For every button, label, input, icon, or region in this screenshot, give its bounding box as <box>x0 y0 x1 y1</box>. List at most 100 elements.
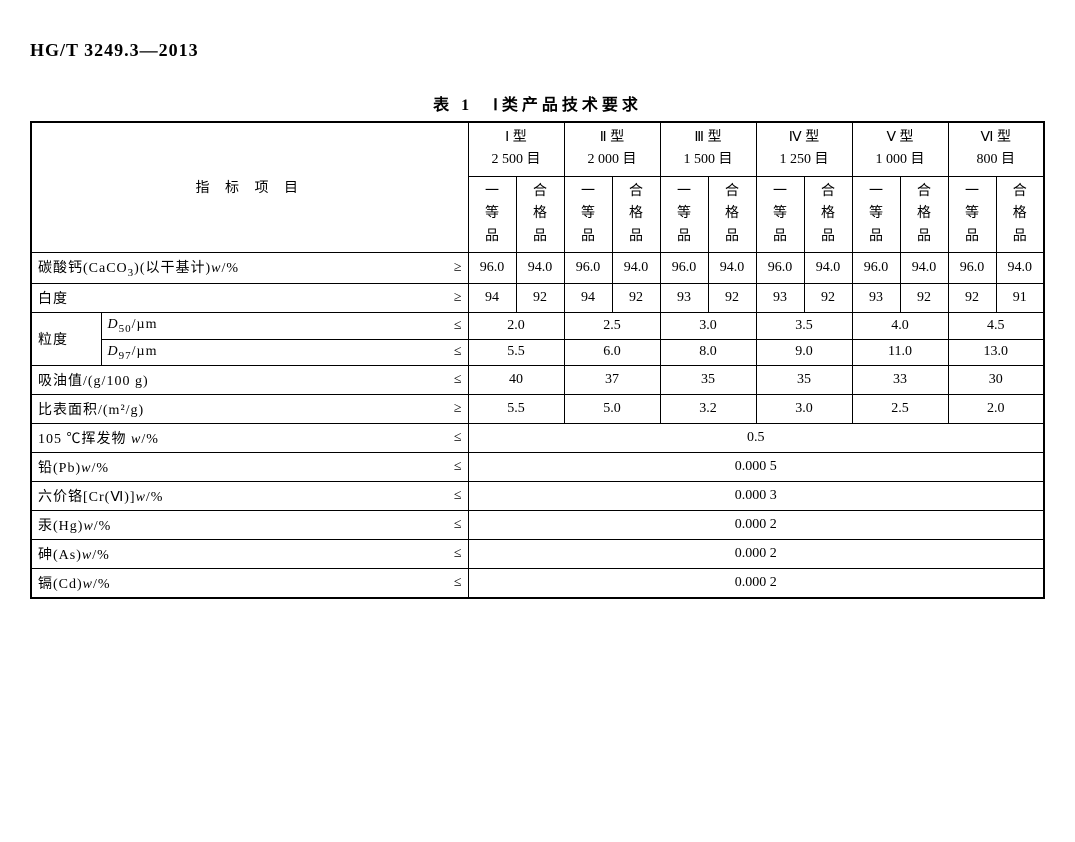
cell: 94.0 <box>900 252 948 283</box>
cell: 92 <box>900 283 948 312</box>
row-label: 镉(Cd)w/% <box>31 569 434 599</box>
table-row: 汞(Hg)w/% ≤ 0.000 2 <box>31 511 1044 540</box>
type-mesh: 800 目 <box>977 152 1016 167</box>
spec-table: 指 标 项 目 Ⅰ 型2 500 目 Ⅱ 型 2 000 目 Ⅲ 型1 500 目… <box>30 121 1045 599</box>
row-label: 105 ℃挥发物 w/% <box>31 424 434 453</box>
cell: 4.5 <box>948 312 1044 339</box>
type-mesh: 2 000 目 <box>588 152 637 167</box>
type-name: Ⅲ 型 <box>694 130 721 145</box>
type-header: Ⅲ 型1 500 目 <box>660 122 756 176</box>
cell: 11.0 <box>852 339 948 366</box>
cell: 0.000 3 <box>468 482 1044 511</box>
cell: 3.2 <box>660 395 756 424</box>
row-label: 白度 <box>31 283 434 312</box>
grade-a: 一等品 <box>948 176 996 252</box>
grade-a: 一等品 <box>660 176 708 252</box>
cell: 94.0 <box>804 252 852 283</box>
row-op: ≤ <box>434 366 468 395</box>
cell: 2.5 <box>564 312 660 339</box>
row-label: 铅(Pb)w/% <box>31 453 434 482</box>
row-op: ≤ <box>434 540 468 569</box>
type-header: Ⅵ 型800 目 <box>948 122 1044 176</box>
cell: 92 <box>612 283 660 312</box>
cell: 0.000 5 <box>468 453 1044 482</box>
row-op: ≤ <box>434 569 468 599</box>
cell: 96.0 <box>660 252 708 283</box>
cell: 9.0 <box>756 339 852 366</box>
cell: 40 <box>468 366 564 395</box>
row-op: ≤ <box>434 424 468 453</box>
cell: 3.0 <box>756 395 852 424</box>
cell: 92 <box>516 283 564 312</box>
table-row: 粒度 D50/µm ≤ 2.0 2.5 3.0 3.5 4.0 4.5 <box>31 312 1044 339</box>
row-op: ≤ <box>434 312 468 339</box>
cell: 0.5 <box>468 424 1044 453</box>
cell: 0.000 2 <box>468 511 1044 540</box>
cell: 30 <box>948 366 1044 395</box>
grade-a: 一等品 <box>564 176 612 252</box>
cell: 6.0 <box>564 339 660 366</box>
cell: 93 <box>660 283 708 312</box>
table-title: 表 1 Ⅰ类产品技术要求 <box>30 91 1045 115</box>
table-row: 砷(As)w/% ≤ 0.000 2 <box>31 540 1044 569</box>
cell: 35 <box>756 366 852 395</box>
cell: 96.0 <box>852 252 900 283</box>
type-name: Ⅳ 型 <box>789 130 819 145</box>
row-label: 汞(Hg)w/% <box>31 511 434 540</box>
table-row: 镉(Cd)w/% ≤ 0.000 2 <box>31 569 1044 599</box>
type-mesh: 2 500 目 <box>492 152 541 167</box>
row-label: 六价铬[Cr(Ⅵ)]w/% <box>31 482 434 511</box>
row-label: 砷(As)w/% <box>31 540 434 569</box>
cell: 13.0 <box>948 339 1044 366</box>
cell: 93 <box>852 283 900 312</box>
table-row: 六价铬[Cr(Ⅵ)]w/% ≤ 0.000 3 <box>31 482 1044 511</box>
grade-b: 合格品 <box>900 176 948 252</box>
cell: 91 <box>996 283 1044 312</box>
cell: 92 <box>948 283 996 312</box>
cell: 2.0 <box>468 312 564 339</box>
table-row: 比表面积/(m²/g) ≥ 5.5 5.0 3.2 3.0 2.5 2.0 <box>31 395 1044 424</box>
grade-a: 一等品 <box>852 176 900 252</box>
cell: 92 <box>708 283 756 312</box>
table-row: D97/µm ≤ 5.5 6.0 8.0 9.0 11.0 13.0 <box>31 339 1044 366</box>
row-label: D97/µm <box>101 339 434 366</box>
type-name: Ⅴ 型 <box>886 130 913 145</box>
row-op: ≥ <box>434 252 468 283</box>
type-mesh: 1 250 目 <box>780 152 829 167</box>
row-op: ≥ <box>434 283 468 312</box>
cell: 94 <box>564 283 612 312</box>
grade-b: 合格品 <box>804 176 852 252</box>
grade-b: 合格品 <box>516 176 564 252</box>
cell: 94.0 <box>516 252 564 283</box>
type-header: Ⅱ 型 2 000 目 <box>564 122 660 176</box>
grade-b: 合格品 <box>612 176 660 252</box>
grade-a: 一等品 <box>468 176 516 252</box>
cell: 0.000 2 <box>468 569 1044 599</box>
cell: 2.5 <box>852 395 948 424</box>
cell: 37 <box>564 366 660 395</box>
indicator-header: 指 标 项 目 <box>31 122 468 252</box>
cell: 33 <box>852 366 948 395</box>
cell: 35 <box>660 366 756 395</box>
type-header: Ⅰ 型2 500 目 <box>468 122 564 176</box>
cell: 96.0 <box>948 252 996 283</box>
type-name: Ⅱ 型 <box>600 130 624 145</box>
table-row: 碳酸钙(CaCO3)(以干基计)w/% ≥ 96.094.0 96.094.0 … <box>31 252 1044 283</box>
type-mesh: 1 000 目 <box>876 152 925 167</box>
cell: 5.0 <box>564 395 660 424</box>
table-row: 吸油值/(g/100 g) ≤ 40 37 35 35 33 30 <box>31 366 1044 395</box>
cell: 4.0 <box>852 312 948 339</box>
cell: 2.0 <box>948 395 1044 424</box>
cell: 94 <box>468 283 516 312</box>
cell: 96.0 <box>468 252 516 283</box>
grade-a: 一等品 <box>756 176 804 252</box>
row-op: ≤ <box>434 482 468 511</box>
cell: 96.0 <box>756 252 804 283</box>
row-op: ≥ <box>434 395 468 424</box>
row-label: 比表面积/(m²/g) <box>31 395 434 424</box>
type-header: Ⅳ 型 1 250 目 <box>756 122 852 176</box>
cell: 8.0 <box>660 339 756 366</box>
row-op: ≤ <box>434 453 468 482</box>
cell: 3.5 <box>756 312 852 339</box>
cell: 93 <box>756 283 804 312</box>
